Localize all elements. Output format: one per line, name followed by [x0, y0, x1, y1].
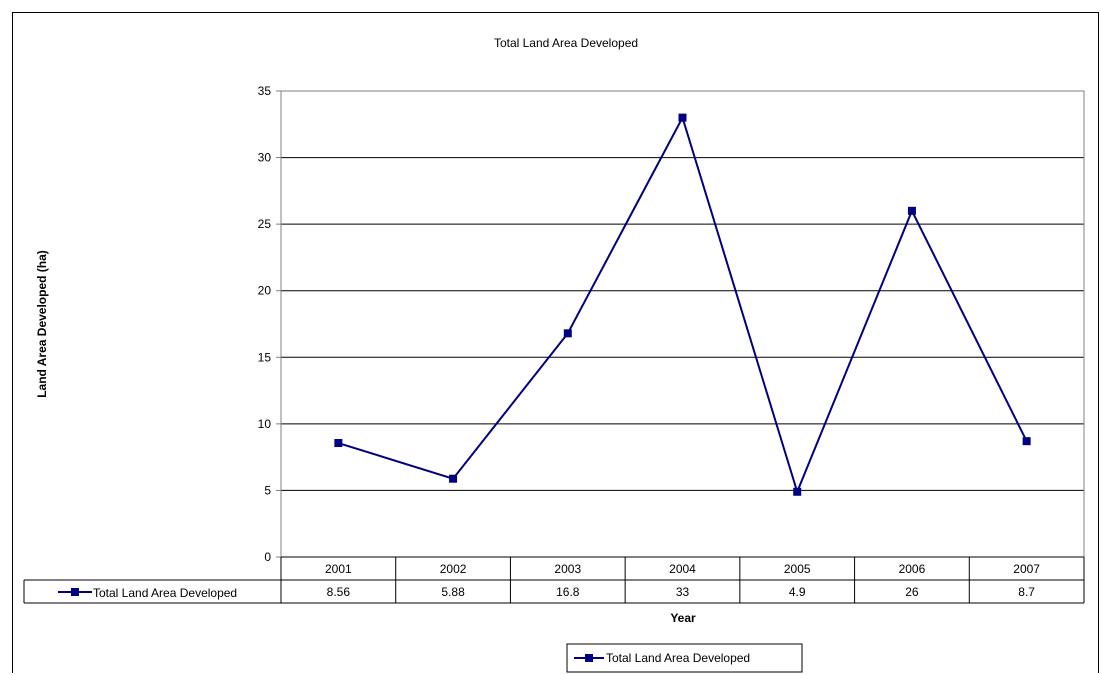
- data-point-2004: [678, 113, 687, 122]
- x-category-label-2004: 2004: [669, 562, 696, 576]
- gridlines: [281, 157, 1084, 491]
- chart-title: Total Land Area Developed: [494, 36, 638, 50]
- table-series-marker-swatch: [71, 588, 79, 596]
- y-tick-label-10: 10: [258, 417, 272, 431]
- x-category-label-2005: 2005: [784, 562, 811, 576]
- data-point-2007: [1022, 437, 1031, 446]
- x-axis-label: Year: [670, 611, 696, 625]
- data-point-2003: [563, 329, 572, 338]
- y-axis-ticks: 0 5 10 15 20 25 30 35: [258, 84, 281, 564]
- y-tick-label-15: 15: [258, 350, 272, 364]
- y-tick-label-5: 5: [264, 483, 271, 497]
- legend-marker-swatch: [585, 654, 593, 662]
- y-tick-label-35: 35: [258, 84, 272, 98]
- table-value-2006: 26: [905, 585, 919, 599]
- chart-frame: [12, 12, 1099, 673]
- legend: Total Land Area Developed: [566, 643, 803, 673]
- x-category-label-2007: 2007: [1013, 562, 1040, 576]
- data-table: 2001 2002 2003 2004 2005 2006 2007 8.56 5.88 16.8…: [23, 556, 1085, 604]
- table-value-2004: 33: [676, 585, 690, 599]
- table-series-label: Total Land Area Developed: [93, 586, 237, 600]
- x-category-label-2003: 2003: [554, 562, 581, 576]
- y-tick-label-30: 30: [258, 151, 272, 165]
- series-total-land-area: [334, 113, 1031, 496]
- x-category-label-2006: 2006: [899, 562, 926, 576]
- x-category-label-2002: 2002: [440, 562, 467, 576]
- series-line: [338, 115, 1028, 495]
- table-value-2007: 8.7: [1018, 585, 1035, 599]
- y-tick-label-20: 20: [258, 284, 272, 298]
- table-value-2003: 16.8: [556, 585, 580, 599]
- data-point-2002: [449, 474, 458, 483]
- y-axis-label: Land Area Developed (ha): [35, 250, 49, 398]
- plot-area: [280, 90, 1085, 558]
- data-point-2006: [907, 206, 916, 215]
- legend-box: [566, 643, 803, 673]
- y-tick-label-25: 25: [258, 217, 272, 231]
- data-point-2001: [334, 439, 343, 448]
- table-value-2001: 8.56: [327, 585, 351, 599]
- y-tick-label-0: 0: [264, 550, 271, 564]
- legend-label: Total Land Area Developed: [606, 651, 750, 665]
- table-value-2002: 5.88: [441, 585, 465, 599]
- x-category-label-2001: 2001: [325, 562, 352, 576]
- data-point-2005: [793, 487, 802, 496]
- table-value-2005: 4.9: [789, 585, 806, 599]
